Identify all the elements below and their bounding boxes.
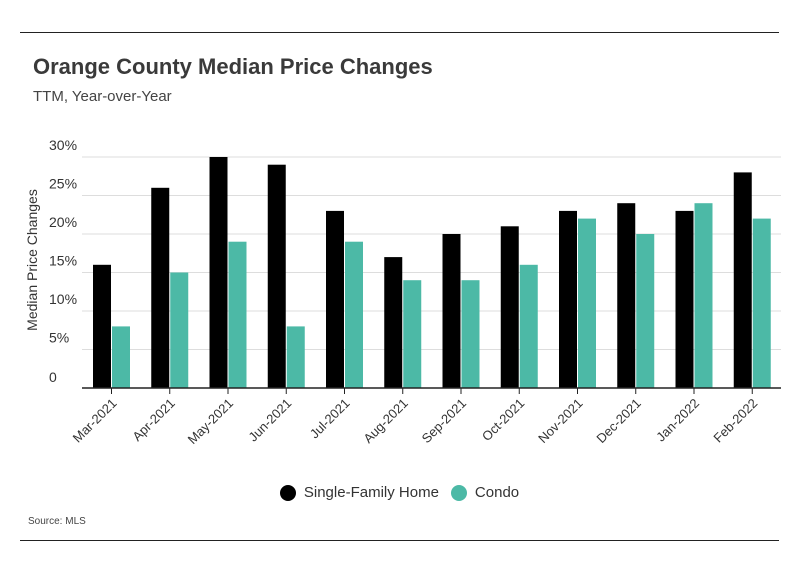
- x-tick-label: Dec-2021: [593, 396, 643, 446]
- source-note: Source: MLS: [28, 516, 86, 527]
- bar-single-family: [93, 264, 111, 388]
- bar-condo: [112, 326, 130, 388]
- y-tick-label: 5%: [49, 330, 69, 346]
- bar-condo: [519, 264, 538, 388]
- y-tick-label: 0: [49, 369, 57, 385]
- chart-title: Orange County Median Price Changes: [33, 54, 433, 79]
- y-tick-label: 30%: [49, 137, 77, 153]
- x-tick-label: Aug-2021: [360, 396, 410, 446]
- bar-condo: [461, 280, 480, 388]
- x-tick-label: May-2021: [185, 396, 236, 447]
- bar-single-family: [151, 187, 170, 388]
- legend-swatch-condo: [450, 484, 467, 501]
- bar-condo: [578, 218, 596, 388]
- x-tick-label: Sep-2021: [419, 396, 469, 446]
- legend-item-condo: Condo: [450, 484, 520, 501]
- bar-single-family: [209, 157, 228, 388]
- top-rule: [20, 32, 779, 33]
- bar-condo: [345, 241, 363, 388]
- y-tick-label: 25%: [49, 176, 77, 192]
- bar-single-family: [617, 203, 636, 388]
- x-tick-label: Jul-2021: [307, 396, 353, 442]
- bar-condo: [170, 272, 189, 388]
- bar-single-family: [442, 234, 461, 388]
- x-tick-label: Oct-2021: [479, 396, 527, 444]
- y-tick-label: 15%: [49, 253, 77, 269]
- bar-single-family: [675, 210, 694, 388]
- legend-item-sfh: Single-Family Home: [279, 484, 439, 501]
- bar-single-family: [384, 257, 403, 388]
- bar-single-family: [267, 164, 286, 388]
- bar-condo: [403, 280, 422, 388]
- x-tick-label: Apr-2021: [129, 396, 177, 444]
- bar-single-family: [500, 226, 519, 388]
- x-tick-label: Jan-2022: [653, 396, 702, 445]
- bottom-rule: [20, 540, 779, 541]
- legend: Single-Family Home Condo: [0, 484, 799, 501]
- legend-label-condo: Condo: [474, 484, 520, 501]
- bar-single-family: [559, 210, 577, 388]
- bar-condo: [694, 203, 713, 388]
- x-tick-label: Feb-2022: [710, 396, 760, 446]
- y-tick-label: 10%: [49, 291, 77, 307]
- y-axis-label: Median Price Changes: [24, 189, 40, 331]
- bar-condo: [286, 326, 305, 388]
- x-tick-label: Mar-2021: [70, 396, 120, 446]
- bar-condo: [228, 241, 247, 388]
- x-tick-label: Nov-2021: [535, 396, 585, 446]
- legend-swatch-sfh: [279, 484, 296, 501]
- bar-single-family: [733, 172, 752, 388]
- chart-subtitle: TTM, Year-over-Year: [33, 88, 172, 105]
- y-tick-label: 20%: [49, 214, 77, 230]
- x-tick-label: Jun-2021: [245, 396, 294, 445]
- bar-condo: [636, 234, 655, 388]
- legend-label-sfh: Single-Family Home: [303, 484, 439, 501]
- bar-single-family: [326, 210, 344, 388]
- bar-condo: [752, 218, 771, 388]
